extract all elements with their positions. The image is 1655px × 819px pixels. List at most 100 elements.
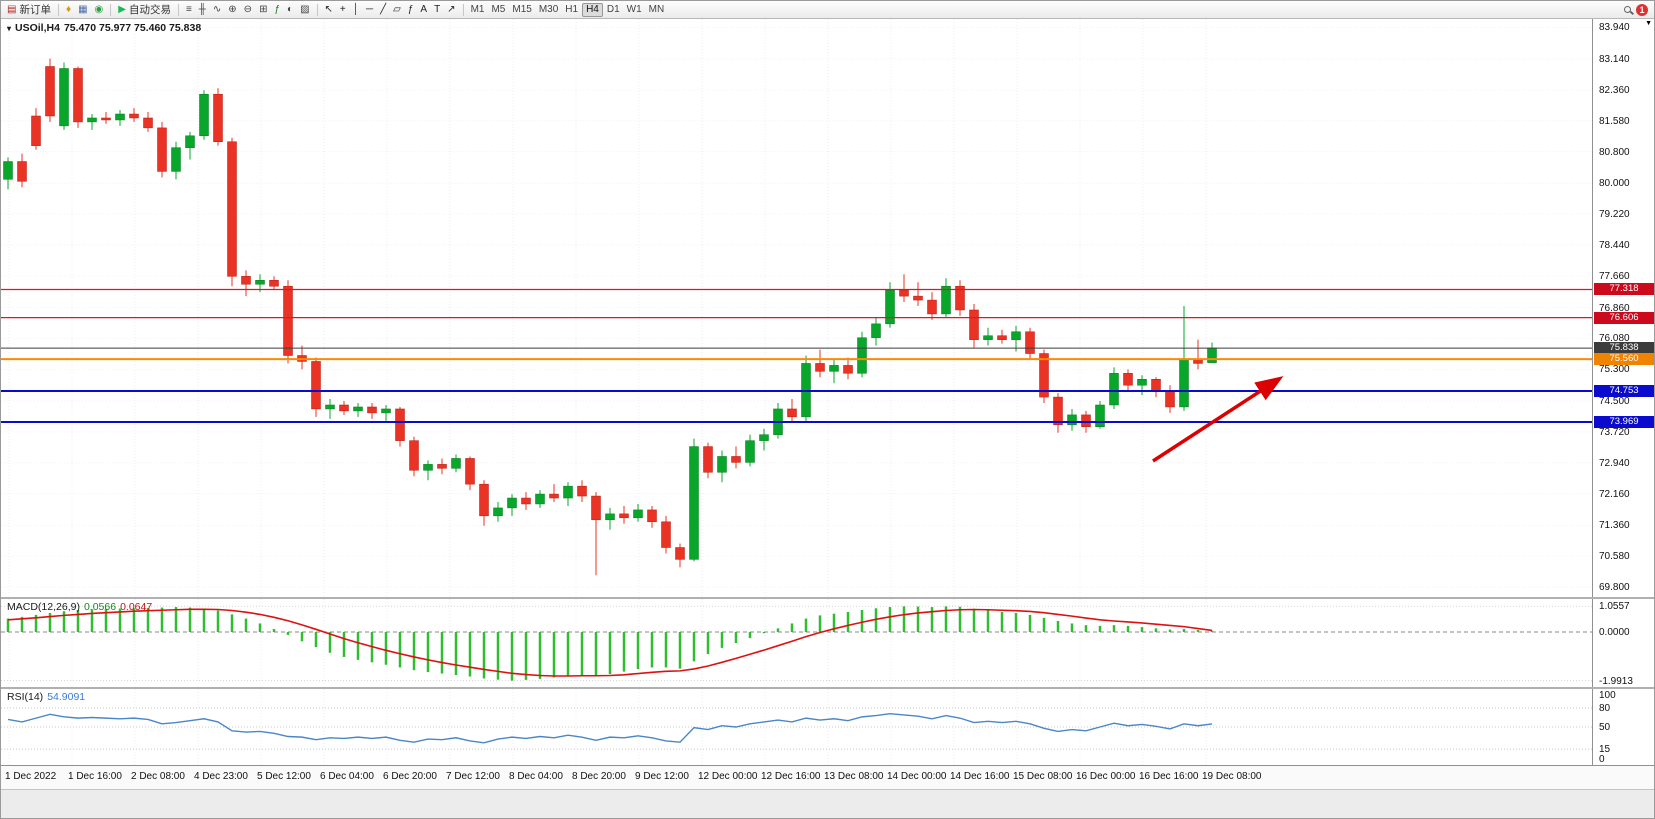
time-axis-label: 2 Dec 08:00: [131, 771, 185, 782]
time-axis-label: 4 Dec 23:00: [194, 771, 248, 782]
timeframe-h1[interactable]: H1: [565, 3, 579, 15]
indicators-icon[interactable]: ƒ: [271, 2, 283, 17]
time-axis-label: 14 Dec 16:00: [950, 771, 1010, 782]
rsi-axis-label: 0: [1599, 753, 1605, 765]
candlestick-chart-icon[interactable]: ╫: [196, 2, 209, 17]
print-icon[interactable]: ▦: [75, 2, 90, 17]
price-axis-label: 82.360: [1599, 84, 1630, 96]
time-axis-label: 8 Dec 20:00: [572, 771, 626, 782]
toolbar-separator: [110, 3, 112, 16]
periods-icon[interactable]: ◐: [284, 2, 296, 17]
trendline-icon: ╱: [380, 3, 387, 15]
text-icon[interactable]: A: [417, 2, 430, 17]
price-axis-label: 77.660: [1599, 270, 1630, 282]
macd-axis-label: 1.0557: [1599, 601, 1630, 613]
templates-icon[interactable]: ▨: [297, 2, 312, 17]
price-axis[interactable]: ▼ 83.940 83.140 82.360 81.580 80.800 80.000 79…: [1592, 19, 1654, 765]
notification-badge[interactable]: 1: [1636, 3, 1648, 16]
label-icon: T: [434, 3, 441, 15]
channel-icon[interactable]: ▱: [390, 2, 404, 17]
line-chart-icon: ∿: [212, 3, 222, 15]
zoom-in-icon[interactable]: ⊕: [225, 2, 239, 17]
timeframe-m15[interactable]: M15: [512, 3, 532, 15]
arrows-icon[interactable]: ↗: [444, 2, 458, 17]
new-order-label: 新订单: [19, 4, 51, 16]
price-axis-label: 74.500: [1599, 396, 1630, 408]
price-tag-73.969: 73.969: [1594, 416, 1654, 429]
timeframe-w1[interactable]: W1: [626, 3, 642, 15]
price-axis-label: 72.160: [1599, 488, 1630, 500]
price-axis-label: 81.580: [1599, 115, 1630, 127]
fibonacci-icon[interactable]: ƒ: [405, 2, 417, 17]
toolbar-right-group: 1: [1624, 3, 1651, 16]
bar-chart-icon[interactable]: ≡: [183, 2, 195, 17]
tile-windows-icon: ⊞: [259, 3, 268, 15]
autotrade-play-icon: ▶: [118, 3, 126, 15]
time-axis-label: 7 Dec 12:00: [446, 771, 500, 782]
tile-windows-icon[interactable]: ⊞: [256, 2, 270, 17]
favorites-icon[interactable]: ♦: [63, 2, 74, 17]
timeframe-mn[interactable]: MN: [648, 3, 665, 15]
sound-icon: ◉: [94, 3, 104, 15]
arrows-icon: ↗: [447, 3, 456, 15]
time-axis-label: 1 Dec 2022: [5, 771, 57, 782]
window-bottom: [1, 789, 1654, 818]
zoom-out-icon[interactable]: ⊖: [241, 2, 255, 17]
zoom-in-icon: ⊕: [228, 3, 237, 15]
cursor-icon[interactable]: ↖: [322, 2, 336, 17]
toolbar-separator: [57, 3, 59, 16]
price-axis-label: 80.800: [1599, 146, 1630, 158]
line-chart-icon[interactable]: ∿: [210, 2, 224, 17]
time-axis-label: 19 Dec 08:00: [1202, 771, 1262, 782]
timeframe-m30[interactable]: M30: [538, 3, 559, 15]
trendline-icon[interactable]: ╱: [377, 2, 389, 17]
panel-splitter-rsi[interactable]: [1, 687, 1654, 689]
sound-icon[interactable]: ◉: [92, 2, 107, 17]
text-icon: A: [420, 3, 428, 15]
price-tag-77.318: 77.318: [1594, 283, 1654, 296]
price-axis-label: 73.720: [1599, 426, 1630, 438]
panel-splitter-macd[interactable]: [1, 597, 1654, 599]
print-icon: ▦: [78, 3, 88, 15]
macd-panel[interactable]: [1, 599, 1592, 687]
search-icon[interactable]: [1624, 6, 1631, 13]
price-tag-75.560: 75.560: [1594, 353, 1654, 366]
time-axis-label: 14 Dec 00:00: [887, 771, 947, 782]
vertical-line-icon: │: [352, 3, 359, 15]
main-toolbar: ▤ 新订单 ♦ ▦ ◉ ▶ 自动交易 ≡ ╫ ∿ ⊕ ⊖ ⊞ ƒ ◐ ▨ ↖ + │ ─ ╱ ▱ ƒ A T ↗ M1 M5 M15 M3…: [1, 1, 1654, 19]
new-order-button[interactable]: ▤ 新订单: [4, 2, 54, 17]
label-icon[interactable]: T: [431, 2, 443, 17]
timeframe-h4[interactable]: H4: [582, 2, 603, 17]
autotrade-button[interactable]: ▶ 自动交易: [115, 2, 174, 17]
toolbar-separator: [316, 3, 318, 16]
time-axis[interactable]: 1 Dec 2022 1 Dec 16:00 2 Dec 08:00 4 Dec 23…: [1, 765, 1654, 789]
timeframe-m1[interactable]: M1: [470, 3, 485, 15]
toolbar-separator: [462, 3, 464, 16]
main-price-chart[interactable]: [1, 19, 1592, 597]
periods-icon: ◐: [287, 3, 294, 15]
rsi-panel[interactable]: [1, 689, 1592, 765]
indicators-icon: ƒ: [274, 3, 281, 15]
price-axis-label: 69.800: [1599, 582, 1630, 594]
price-axis-label: 83.940: [1599, 22, 1630, 34]
time-axis-label: 12 Dec 16:00: [761, 771, 821, 782]
crosshair-icon: +: [339, 3, 346, 15]
autotrade-label: 自动交易: [128, 4, 171, 16]
toolbar-separator: [177, 3, 179, 16]
time-axis-label: 6 Dec 20:00: [383, 771, 437, 782]
macd-axis-label: -1.9913: [1599, 675, 1633, 687]
candlestick-chart-icon: ╫: [198, 3, 206, 15]
price-tag-74.753: 74.753: [1594, 385, 1654, 398]
horizontal-line-icon[interactable]: ─: [363, 2, 376, 17]
vertical-line-icon[interactable]: │: [350, 2, 362, 17]
crosshair-icon[interactable]: +: [337, 2, 349, 17]
channel-icon: ▱: [393, 3, 401, 15]
time-axis-label: 16 Dec 16:00: [1139, 771, 1199, 782]
timeframe-d1[interactable]: D1: [606, 3, 620, 15]
timeframe-m5[interactable]: M5: [491, 3, 506, 15]
time-axis-label: 12 Dec 00:00: [698, 771, 758, 782]
price-scale-menu-marker-icon[interactable]: ▼: [1645, 20, 1652, 27]
price-axis-label: 76.080: [1599, 333, 1630, 345]
price-axis-label: 76.860: [1599, 302, 1630, 314]
